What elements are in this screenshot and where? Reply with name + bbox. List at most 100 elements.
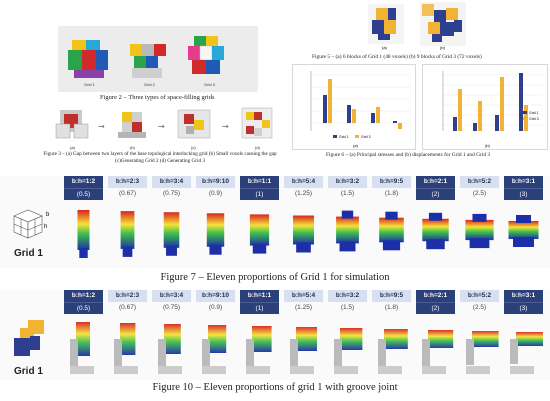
proportion-ratio: b:h=5:4 — [284, 176, 323, 188]
proportion-ratio: b:h=3:2 — [328, 176, 367, 188]
proportion-value: (0.9) — [208, 304, 223, 311]
proportion-header: b:h=2:1 (2) — [416, 176, 455, 200]
proportion-header: b:h=1:1 (1) — [240, 176, 279, 200]
proportion-header: b:h=3:2 (1.5) — [328, 290, 367, 314]
simulation-thumbnail — [77, 210, 90, 258]
grid-1-label: Grid 1 — [14, 248, 43, 259]
proportion-value: (1.5) — [340, 304, 355, 311]
simulation-thumbnail — [70, 322, 94, 374]
proportion-ratio: b:h=3:2 — [328, 290, 367, 302]
simulation-thumbnail — [422, 330, 454, 374]
proportion-value: (0.5) — [64, 188, 103, 200]
proportion-ratio: b:h=3:4 — [152, 176, 191, 188]
stress-bar — [376, 107, 380, 123]
figure-3c-label: (c) — [191, 145, 196, 150]
proportion-header: b:h=9:10 (0.9) — [196, 290, 235, 314]
principal-stress-chart: Grid 1 Grid 3 (a) — [292, 64, 416, 150]
proportion-header: b:h=2:3 (0.67) — [108, 176, 147, 200]
stress-bar — [347, 105, 351, 123]
proportion-header: b:h=5:4 (1.25) — [284, 176, 323, 200]
proportion-value: (2.5) — [472, 304, 487, 311]
proportion-value: (2) — [416, 302, 455, 314]
figure-3a-label: (a) — [70, 145, 75, 150]
proportion-ratio: b:h=9:5 — [372, 176, 411, 188]
displacement-chart-svg: Grid 1 Grid 3 (b) — [442, 71, 543, 148]
simulation-thumbnail — [249, 214, 270, 254]
legend-grid-3: Grid 3 — [361, 135, 371, 139]
proportion-ratio: b:h=2:3 — [108, 290, 147, 302]
figure-5a-label: (a) — [382, 45, 388, 50]
stress-bar — [328, 79, 332, 123]
figure-5: (a) (b) — [350, 0, 480, 52]
figure-5-blocks: (a) (b) — [368, 2, 466, 50]
grid-1-label: Grid 1 — [14, 366, 43, 377]
displacement-bar — [458, 89, 462, 131]
displacement-chart: Grid 1 Grid 3 (b) — [422, 64, 548, 150]
proportion-header: b:h=5:2 (2.5) — [460, 176, 499, 200]
simulation-thumbnail — [378, 329, 408, 374]
proportion-ratio: b:h=2:1 — [416, 290, 455, 302]
figure-3a-block — [55, 110, 89, 139]
proportion-value: (1.8) — [384, 190, 399, 197]
grid-1-groove-diagram — [14, 320, 44, 356]
figure-6b-label: (b) — [485, 143, 491, 148]
figure-6-caption: Figure 6 – (a) Principal stresses and (b… — [326, 152, 491, 158]
figure-2-photo: Grid 1 Grid 2 Grid 3 — [58, 26, 258, 92]
proportion-value: (0.67) — [119, 190, 136, 197]
proportion-header: b:h=1:2 (0.5) — [64, 176, 103, 200]
simulation-thumbnail — [508, 215, 539, 247]
figure-3: → → → (a) (b) (c) (d) — [42, 106, 282, 152]
figure-3d-label: (d) — [255, 145, 260, 150]
proportion-value: (2) — [416, 188, 455, 200]
figure-2-caption: Figure 2 – Three types of space-filling … — [100, 94, 215, 101]
simulation-thumbnail — [120, 211, 135, 257]
proportion-header: b:h=5:2 (2.5) — [460, 290, 499, 314]
stress-bar — [323, 95, 327, 123]
stress-bar — [371, 113, 375, 123]
height-label: h — [44, 224, 47, 230]
proportion-header: b:h=2:3 (0.67) — [108, 290, 147, 314]
arrow-icon: → — [222, 122, 229, 131]
proportion-header: b:h=2:1 (2) — [416, 290, 455, 314]
space-filling-grids-photo — [68, 36, 224, 78]
proportion-value: (0.9) — [208, 190, 223, 197]
stress-bar — [398, 123, 402, 129]
simulation-thumbnail — [163, 212, 180, 256]
proportion-header: b:h=9:5 (1.8) — [372, 176, 411, 200]
figure-3d-block — [241, 107, 273, 139]
figure-7-caption: Figure 7 – Eleven proportions of Grid 1 … — [160, 272, 390, 283]
simulation-thumbnail — [293, 215, 314, 253]
simulation-thumbnail — [334, 328, 363, 374]
simulation-thumbnail — [336, 210, 359, 252]
proportion-ratio: b:h=1:2 — [64, 290, 103, 302]
grid-3-label: Grid 3 — [204, 82, 215, 87]
stress-bar — [352, 109, 356, 123]
proportion-value: (2.5) — [472, 190, 487, 197]
figure-6a-label: (a) — [353, 143, 359, 148]
displacement-bar — [495, 115, 499, 131]
proportion-value: (1.25) — [295, 304, 312, 311]
breadth-label: b — [46, 212, 50, 218]
proportion-value: (1.5) — [340, 190, 355, 197]
simulation-thumbnail — [290, 327, 317, 374]
proportion-header: b:h=9:5 (1.8) — [372, 290, 411, 314]
proportion-value: (0.75) — [163, 304, 180, 311]
proportion-header: b:h=9:10 (0.9) — [196, 176, 235, 200]
proportion-header: b:h=1:1 (1) — [240, 290, 279, 314]
displacement-bar — [478, 101, 482, 131]
proportion-header: b:h=3:2 (1.5) — [328, 176, 367, 200]
simulation-thumbnail — [202, 325, 227, 374]
proportion-ratio: b:h=3:4 — [152, 290, 191, 302]
simulation-thumbnail — [379, 211, 404, 251]
proportion-ratio: b:h=2:1 — [416, 176, 455, 188]
proportion-value: (1) — [240, 302, 279, 314]
proportion-header: b:h=3:4 (0.75) — [152, 176, 191, 200]
figure-3c-block — [177, 109, 211, 139]
proportion-header: b:h=3:4 (0.75) — [152, 290, 191, 314]
figure-7-panel: b h Grid 1 b:h=1:2 (0.5) b:h=2:3 (0.67) b:h=… — [0, 176, 550, 268]
grid-2-label: Grid 2 — [144, 82, 155, 87]
figure-3-caption: Figure 3 – (a) Gap between two layers of… — [43, 151, 277, 164]
proportion-header: b:h=3:1 (3) — [504, 176, 543, 200]
stress-chart-svg: Grid 1 Grid 3 (a) — [310, 71, 411, 148]
figure-10-panel: Grid 1 b:h=1:2 (0.5) b:h=2:3 (0.67) b:h=3:4 (… — [0, 290, 550, 380]
